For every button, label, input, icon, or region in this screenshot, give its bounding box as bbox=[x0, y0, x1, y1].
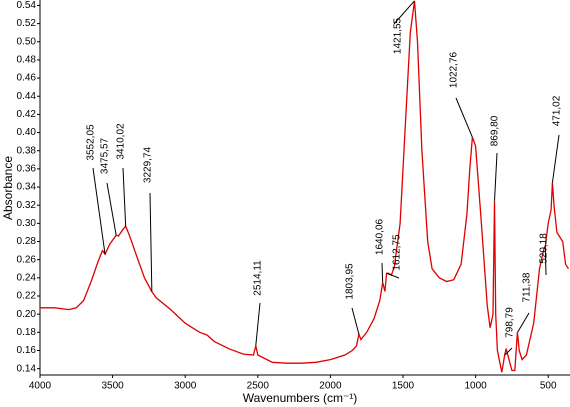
y-tick-label: 0.32 bbox=[17, 200, 37, 211]
leader-line bbox=[517, 312, 530, 333]
leader-line bbox=[149, 192, 153, 292]
peak-label: 471,02 bbox=[552, 95, 563, 126]
peak-label: 1022,76 bbox=[449, 51, 460, 88]
peak-label: 1421,55 bbox=[393, 17, 404, 54]
y-tick-label: 0.18 bbox=[17, 327, 37, 338]
spectrum-line bbox=[40, 0, 570, 373]
y-tick-label: 0.36 bbox=[17, 164, 37, 175]
x-axis-label: Wavenumbers (cm⁻¹) bbox=[243, 391, 358, 405]
peak-label: 798,79 bbox=[505, 307, 516, 338]
peak-label: 1640,06 bbox=[375, 218, 386, 255]
y-tick-label: 0.40 bbox=[17, 127, 37, 138]
y-tick-label: 0.34 bbox=[17, 182, 37, 193]
y-tick-label: 0.38 bbox=[17, 145, 37, 156]
leader-line bbox=[386, 272, 400, 279]
y-tick-label: 0.28 bbox=[17, 236, 37, 247]
leader-line bbox=[122, 167, 127, 227]
x-tick-label: 4000 bbox=[29, 381, 52, 392]
y-axis-label: Absorbance bbox=[1, 156, 15, 220]
leader-line bbox=[255, 302, 261, 346]
peak-label: 520,18 bbox=[539, 233, 550, 264]
peak-label: 1612,75 bbox=[392, 234, 403, 271]
x-tick-label: 3500 bbox=[101, 381, 124, 392]
y-tick-label: 0.22 bbox=[17, 291, 37, 302]
y-tick-label: 0.42 bbox=[17, 109, 37, 120]
y-tick-label: 0.16 bbox=[17, 345, 37, 356]
peak-label: 869,80 bbox=[490, 115, 501, 146]
y-tick-label: 0.26 bbox=[17, 254, 37, 265]
y-tick-label: 0.46 bbox=[17, 73, 37, 84]
x-tick-label: 3000 bbox=[174, 381, 197, 392]
y-tick-label: 0.48 bbox=[17, 55, 37, 66]
leader-line bbox=[393, 0, 415, 25]
leader-line bbox=[504, 347, 513, 356]
y-tick-label: 0.52 bbox=[17, 18, 37, 29]
peak-label: 3410,02 bbox=[116, 123, 127, 160]
peak-label: 3552,05 bbox=[86, 124, 97, 161]
y-tick-label: 0.54 bbox=[17, 0, 37, 11]
y-tick-label: 0.44 bbox=[17, 91, 37, 102]
peak-label: 2514,11 bbox=[253, 260, 264, 296]
y-tick-label: 0.50 bbox=[17, 36, 37, 47]
peak-label: 3475,57 bbox=[100, 137, 111, 174]
leader-line bbox=[455, 97, 473, 138]
leader-line bbox=[106, 182, 117, 236]
y-tick-label: 0.14 bbox=[17, 363, 37, 374]
y-tick-label: 0.20 bbox=[17, 309, 37, 320]
x-tick-label: 2000 bbox=[319, 381, 342, 392]
peak-label: 1803,95 bbox=[345, 263, 356, 300]
y-tick-label: 0.30 bbox=[17, 218, 37, 229]
leader-line bbox=[494, 152, 498, 201]
y-tick-label: 0.24 bbox=[17, 272, 37, 283]
peak-label: 3229,74 bbox=[143, 146, 154, 183]
x-tick-label: 500 bbox=[540, 381, 557, 392]
x-tick-label: 1500 bbox=[392, 381, 415, 392]
leader-line bbox=[92, 167, 106, 255]
leader-line bbox=[351, 307, 360, 335]
x-tick-label: 2500 bbox=[247, 381, 270, 392]
leader-line bbox=[381, 262, 384, 283]
x-tick-label: 1000 bbox=[464, 381, 487, 392]
peak-label: 711,38 bbox=[522, 272, 533, 302]
leader-line bbox=[551, 134, 560, 183]
leader-line bbox=[544, 246, 547, 276]
